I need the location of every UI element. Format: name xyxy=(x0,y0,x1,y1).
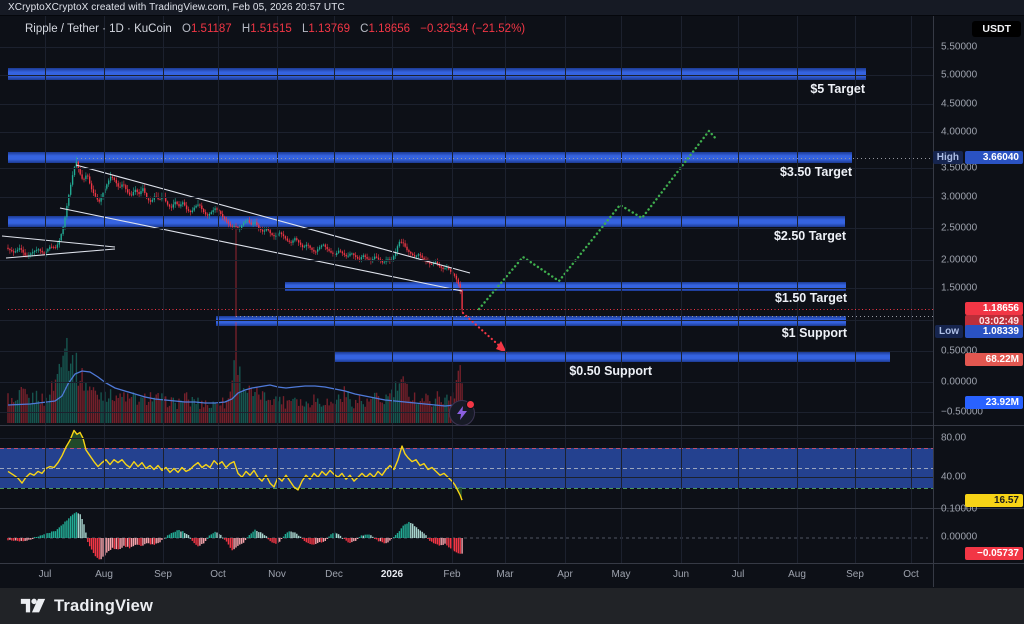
time-tick-label: Sep xyxy=(154,569,172,580)
price-tick-label: 3.50000 xyxy=(941,162,978,174)
tradingview-brand-text: TradingView xyxy=(54,596,154,615)
open-value: 1.51187 xyxy=(190,23,232,35)
high-badge: High 3.66040 xyxy=(932,151,1023,164)
price-tick-label: 0.50000 xyxy=(941,345,978,357)
price-tick-label: 1.50000 xyxy=(941,282,978,294)
time-tick-label: Oct xyxy=(210,569,226,580)
macd-badge: −0.05737 xyxy=(965,547,1023,560)
time-tick-label: Jul xyxy=(38,569,52,580)
countdown-badge: 03:02:49 xyxy=(965,315,1023,328)
high-badge-label: High xyxy=(932,151,963,164)
rsi-badge-value: 16.57 xyxy=(965,494,1023,507)
high-value: 1.51515 xyxy=(250,23,292,35)
notification-dot xyxy=(466,400,475,409)
target-band-label: $0.50 Support xyxy=(569,364,652,378)
high-badge-value: 3.66040 xyxy=(965,151,1023,164)
target-band-label: $3.50 Target xyxy=(779,165,852,179)
tradingview-logo[interactable]: TradingView xyxy=(20,596,153,616)
open-label: O xyxy=(182,23,191,35)
volume-ma-badge: 23.92M xyxy=(965,396,1023,409)
time-tick-label: Dec xyxy=(325,569,343,580)
attribution-bar: XCryptoXCryptoX created with TradingView… xyxy=(0,0,1024,16)
target-band-label: $1 Support xyxy=(781,326,847,340)
close-label: C xyxy=(360,23,369,35)
last-price-badge-value: 1.18656 xyxy=(965,302,1023,315)
price-tick-label: −0.50000 xyxy=(941,406,983,418)
price-tick-label: 0.00000 xyxy=(941,531,978,543)
time-tick-label: Sep xyxy=(846,569,864,580)
time-tick-label: 2026 xyxy=(380,569,404,580)
low-badge-value: 1.08339 xyxy=(965,325,1023,338)
volume-badge-value: 68.22M xyxy=(965,353,1023,366)
high-label: H xyxy=(241,23,251,35)
price-tick-label: 4.00000 xyxy=(941,126,978,138)
tradingview-logo-icon xyxy=(20,598,46,613)
symbol-legend: Ripple / Tether · 1D · KuCoin O1.51187 H… xyxy=(25,23,525,35)
target-band-label: $1.50 Target xyxy=(774,291,847,305)
macd-badge-value: −0.05737 xyxy=(965,547,1023,560)
footer-bar: TradingView xyxy=(0,588,1024,624)
attribution-text: XCryptoXCryptoX created with TradingView… xyxy=(8,2,345,13)
low-value: 1.13769 xyxy=(308,23,350,35)
low-label: L xyxy=(301,23,309,35)
price-tick-label: 5.50000 xyxy=(941,41,978,53)
volume-ma-badge-value: 23.92M xyxy=(965,396,1023,409)
change-value: −0.32534 (−21.52%) xyxy=(420,23,526,35)
price-tick-label: 2.50000 xyxy=(941,222,978,234)
time-tick-label: Aug xyxy=(95,569,113,580)
currency-badge: USDT xyxy=(972,21,1021,37)
last-price-badge: 1.18656 xyxy=(965,302,1023,315)
time-tick-label: Oct xyxy=(903,569,919,580)
low-badge-label: Low xyxy=(935,325,963,338)
time-tick-label: Nov xyxy=(268,569,286,580)
price-tick-label: 2.00000 xyxy=(941,254,978,266)
price-tick-label: 5.00000 xyxy=(941,69,978,81)
close-value: 1.18656 xyxy=(368,23,411,35)
price-tick-label: 80.00 xyxy=(941,432,967,444)
price-tick-label: 4.50000 xyxy=(941,98,978,110)
price-tick-label: 0.00000 xyxy=(941,376,978,388)
symbol-title: Ripple / Tether · 1D · KuCoin xyxy=(25,23,172,35)
flash-icon[interactable] xyxy=(449,400,475,426)
target-band-label: $2.50 Target xyxy=(773,229,846,243)
rsi-badge: 16.57 xyxy=(965,494,1023,507)
time-tick-label: Apr xyxy=(557,569,573,580)
time-tick-label: Feb xyxy=(443,569,461,580)
time-tick-label: Jun xyxy=(672,569,690,580)
price-tick-label: 0.10000 xyxy=(941,503,978,515)
volume-badge: 68.22M xyxy=(965,353,1023,366)
time-tick-label: Mar xyxy=(496,569,514,580)
low-badge: Low 1.08339 xyxy=(935,325,1023,338)
lightning-bolt-icon xyxy=(457,406,467,420)
time-tick-label: Aug xyxy=(788,569,806,580)
time-tick-label: Jul xyxy=(731,569,745,580)
countdown-badge-value: 03:02:49 xyxy=(965,315,1023,328)
price-tick-label: 3.00000 xyxy=(941,191,978,203)
price-tick-label: 40.00 xyxy=(941,471,967,483)
time-tick-label: May xyxy=(611,569,631,580)
target-band-label: $5 Target xyxy=(810,82,865,96)
